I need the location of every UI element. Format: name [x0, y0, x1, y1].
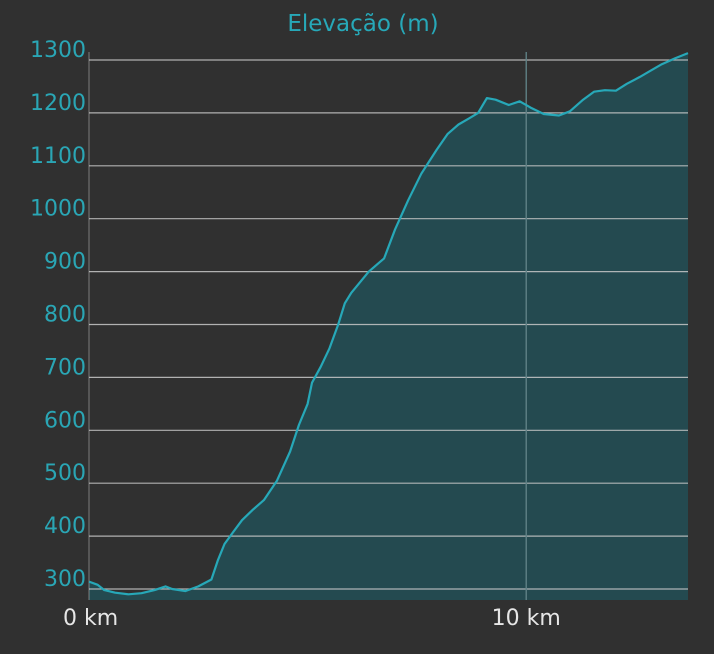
x-tick-label-0: 0 km [63, 606, 118, 631]
series-line-layer [88, 52, 689, 596]
y-tick-label-1200: 1200 [30, 91, 86, 116]
gridlines-layer [88, 52, 688, 600]
elevation-line [88, 52, 689, 596]
y-tick-label-300: 300 [44, 567, 86, 592]
area-fill-layer [89, 53, 688, 601]
y-tick-label-1000: 1000 [30, 197, 86, 222]
y-tick-label-1300: 1300 [30, 38, 86, 63]
y-tick-label-700: 700 [44, 355, 86, 380]
y-tick-label-800: 800 [44, 303, 86, 328]
chart-title: Elevação (m) [287, 11, 438, 37]
y-tick-label-600: 600 [44, 408, 86, 433]
y-tick-label-400: 400 [44, 514, 86, 539]
y-tick-label-900: 900 [44, 250, 86, 275]
y-tick-labels: 300 400 500 600 700 800 900 1000 1100 1200 1300 [30, 38, 86, 592]
x-tick-labels: 0 km 10 km [63, 606, 561, 631]
y-tick-label-500: 500 [44, 461, 86, 486]
y-tick-label-1100: 1100 [30, 144, 86, 169]
area-fill [89, 53, 688, 601]
x-tick-label-10: 10 km [492, 606, 561, 631]
